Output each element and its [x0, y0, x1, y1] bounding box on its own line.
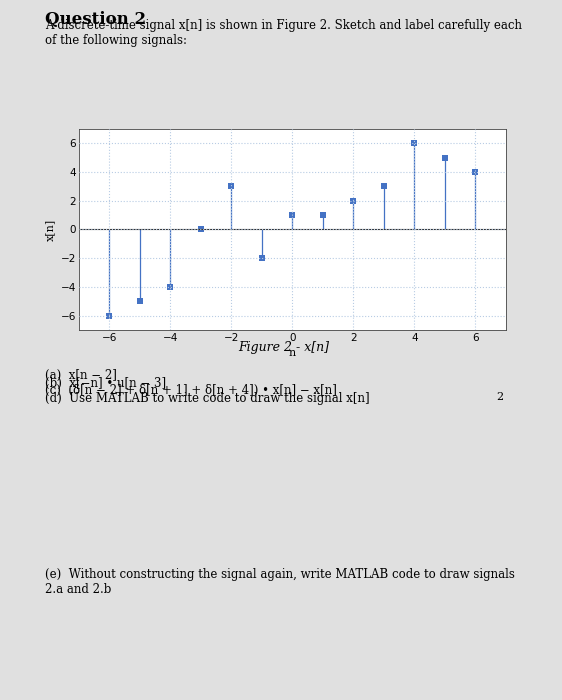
Text: 2: 2: [496, 392, 504, 402]
Text: (d)  Use MATLAB to write code to draw the signal x[n]: (d) Use MATLAB to write code to draw the…: [45, 391, 370, 405]
Text: (a)  x[n − 2]: (a) x[n − 2]: [45, 369, 117, 382]
Text: Figure 2 - x[n]: Figure 2 - x[n]: [238, 341, 329, 354]
Text: A discrete-time signal x[n] is shown in Figure 2. Sketch and label carefully eac: A discrete-time signal x[n] is shown in …: [45, 19, 522, 47]
Text: Question 2: Question 2: [45, 10, 146, 28]
Y-axis label: x[n]: x[n]: [45, 218, 55, 241]
Text: (c)  (δ[n − 2] + δ[n + 1] + δ[n + 4]) • x[n] − x[n]: (c) (δ[n − 2] + δ[n + 1] + δ[n + 4]) • x…: [45, 384, 337, 397]
Text: (b)  x[−n] • u[n − 3]: (b) x[−n] • u[n − 3]: [45, 377, 166, 390]
Text: (e)  Without constructing the signal again, write MATLAB code to draw signals
2.: (e) Without constructing the signal agai…: [45, 568, 515, 596]
X-axis label: n: n: [289, 349, 296, 358]
